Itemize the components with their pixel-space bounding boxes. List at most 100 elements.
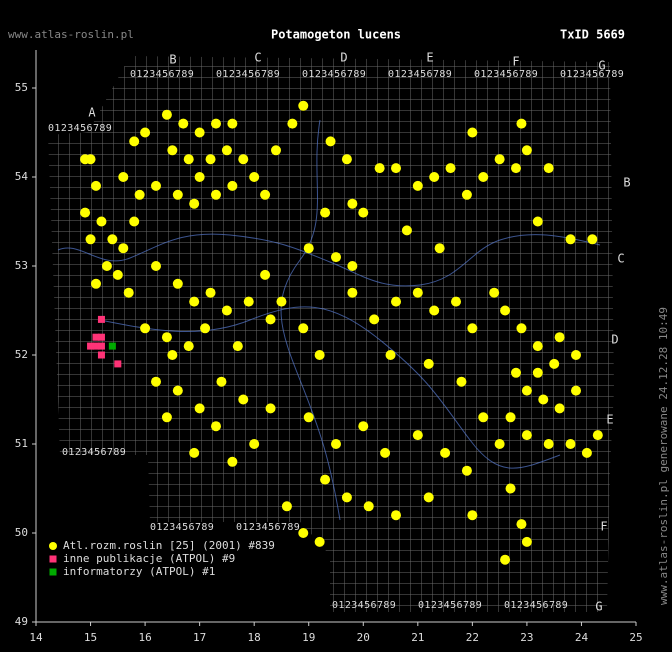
grid-letter: A xyxy=(88,106,96,120)
grid-digits: 0123456789 xyxy=(150,522,214,533)
occurrence-point xyxy=(227,456,238,467)
grid-digits: 0123456789 xyxy=(302,69,366,80)
occurrence-point xyxy=(423,358,434,369)
y-tick-label: 49 xyxy=(15,615,28,628)
occurrence-point xyxy=(358,207,369,218)
grid-digits: 0123456789 xyxy=(216,69,280,80)
grid-letter: F xyxy=(512,55,519,69)
occurrence-point xyxy=(429,305,440,316)
generated-note: www.atlas-roslin.pl generowane 24.12.28 … xyxy=(657,307,670,605)
x-tick-label: 19 xyxy=(302,631,315,644)
occurrence-point xyxy=(461,465,472,476)
grid-digits: 0123456789 xyxy=(48,123,112,134)
occurrence-point xyxy=(412,180,423,191)
occurrence-point xyxy=(151,180,161,191)
occurrence-point xyxy=(478,172,489,182)
grid-digits: 0123456789 xyxy=(236,522,300,533)
occurrence-point xyxy=(549,358,560,369)
occurrence-point xyxy=(516,323,527,334)
occurrence-point xyxy=(363,501,374,512)
occurrence-point xyxy=(205,154,216,165)
occurrence-point xyxy=(467,127,478,138)
occurrence-point xyxy=(511,367,521,378)
occurrence-point xyxy=(232,341,243,352)
occurrence-point xyxy=(314,536,325,547)
occurrence-point xyxy=(341,154,352,165)
occurrence-point xyxy=(565,234,576,245)
occurrence-point xyxy=(151,376,161,387)
y-tick-label: 55 xyxy=(15,81,28,94)
occurrence-point xyxy=(331,439,341,449)
occurrence-point xyxy=(97,351,105,359)
occurrence-point xyxy=(467,323,478,334)
occurrence-point xyxy=(118,243,129,254)
river xyxy=(280,119,341,521)
occurrence-point xyxy=(172,189,183,200)
occurrence-point xyxy=(260,189,271,200)
occurrence-point xyxy=(161,109,172,120)
occurrence-point xyxy=(129,216,140,227)
occurrence-point xyxy=(494,439,505,449)
occurrence-point xyxy=(521,430,532,441)
occurrence-point xyxy=(511,163,521,174)
x-tick-label: 16 xyxy=(138,631,151,644)
occurrence-point xyxy=(200,323,211,334)
occurrence-point xyxy=(161,412,172,423)
occurrence-point xyxy=(85,234,96,245)
occurrence-point xyxy=(516,118,527,129)
occurrence-point xyxy=(543,439,554,449)
occurrence-point xyxy=(80,207,91,218)
occurrence-point xyxy=(112,269,123,280)
occurrence-point xyxy=(325,136,336,147)
occurrence-point xyxy=(243,296,254,307)
occurrence-point xyxy=(123,287,134,298)
occurrence-point xyxy=(581,447,592,458)
occurrence-point xyxy=(341,492,352,503)
occurrence-point xyxy=(565,439,576,449)
x-tick-label: 18 xyxy=(248,631,261,644)
occurrence-point xyxy=(532,367,543,378)
occurrence-point xyxy=(276,296,287,307)
grid-letter: C xyxy=(254,51,261,65)
occurrence-point xyxy=(521,145,532,156)
occurrence-point xyxy=(92,342,100,350)
grid-digits: 0123456789 xyxy=(62,447,126,458)
occurrence-point xyxy=(189,296,200,307)
grid-digits: 0123456789 xyxy=(388,69,452,80)
occurrence-point xyxy=(331,252,341,263)
y-tick-label: 54 xyxy=(15,170,29,183)
occurrence-point xyxy=(358,421,369,432)
occurrence-point xyxy=(314,350,325,360)
occurrence-point xyxy=(521,385,532,396)
y-tick-label: 50 xyxy=(15,526,28,539)
occurrence-point xyxy=(401,225,412,236)
grid-letter: G xyxy=(595,600,602,614)
occurrence-point xyxy=(380,447,391,458)
occurrence-point xyxy=(265,314,276,325)
occurrence-point xyxy=(554,403,565,414)
occurrence-point xyxy=(592,430,603,441)
occurrence-point xyxy=(521,536,532,547)
x-tick-label: 14 xyxy=(29,631,43,644)
occurrence-point xyxy=(571,350,581,360)
occurrence-point xyxy=(107,234,118,245)
x-tick-label: 15 xyxy=(84,631,97,644)
occurrence-point xyxy=(440,447,451,458)
occurrence-point xyxy=(505,483,516,494)
occurrence-point xyxy=(391,296,401,307)
occurrence-point xyxy=(221,145,232,156)
legend-label: inne publikacje (ATPOL) #9 xyxy=(63,552,235,565)
occurrence-point xyxy=(303,243,314,254)
occurrence-point xyxy=(538,394,549,405)
occurrence-point xyxy=(129,136,140,147)
occurrence-point xyxy=(554,332,565,343)
occurrence-point xyxy=(298,528,309,538)
y-tick-label: 53 xyxy=(15,259,28,272)
occurrence-point xyxy=(347,261,358,271)
occurrence-point xyxy=(96,216,107,227)
occurrence-point xyxy=(91,180,101,191)
occurrence-point xyxy=(140,127,151,138)
occurrence-point xyxy=(211,118,221,129)
occurrence-point xyxy=(172,278,183,289)
